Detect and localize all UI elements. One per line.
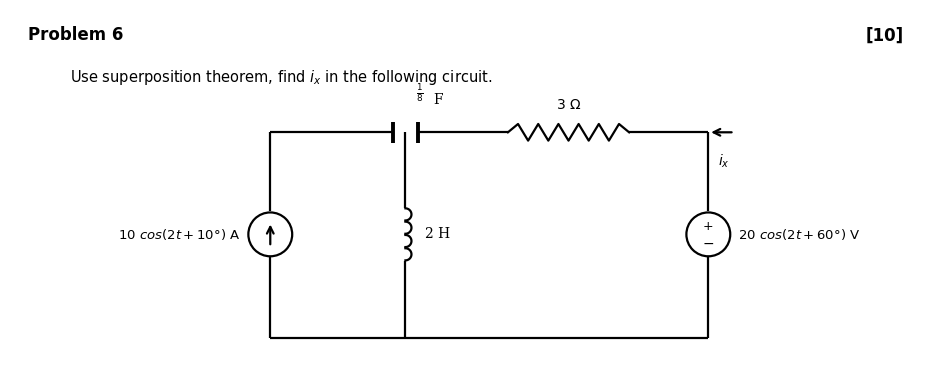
Text: −: − <box>703 237 714 251</box>
Text: F: F <box>433 93 443 107</box>
Text: $\frac{1}{8}$: $\frac{1}{8}$ <box>417 82 424 104</box>
Text: [10]: [10] <box>866 26 904 45</box>
Text: 2 H: 2 H <box>425 227 450 242</box>
Text: $i_x$: $i_x$ <box>718 153 730 170</box>
Text: Problem 6: Problem 6 <box>28 26 123 45</box>
Text: $3\ \Omega$: $3\ \Omega$ <box>555 98 582 112</box>
Text: $10\ \mathit{cos}(2t + 10°)\ \mathrm{A}$: $10\ \mathit{cos}(2t + 10°)\ \mathrm{A}$ <box>118 227 240 242</box>
Text: Use superposition theorem, find $i_x$ in the following circuit.: Use superposition theorem, find $i_x$ in… <box>70 68 492 87</box>
Text: $20\ \mathit{cos}(2t + 60°)\ \mathrm{V}$: $20\ \mathit{cos}(2t + 60°)\ \mathrm{V}$ <box>738 227 860 242</box>
Text: +: + <box>703 220 714 232</box>
